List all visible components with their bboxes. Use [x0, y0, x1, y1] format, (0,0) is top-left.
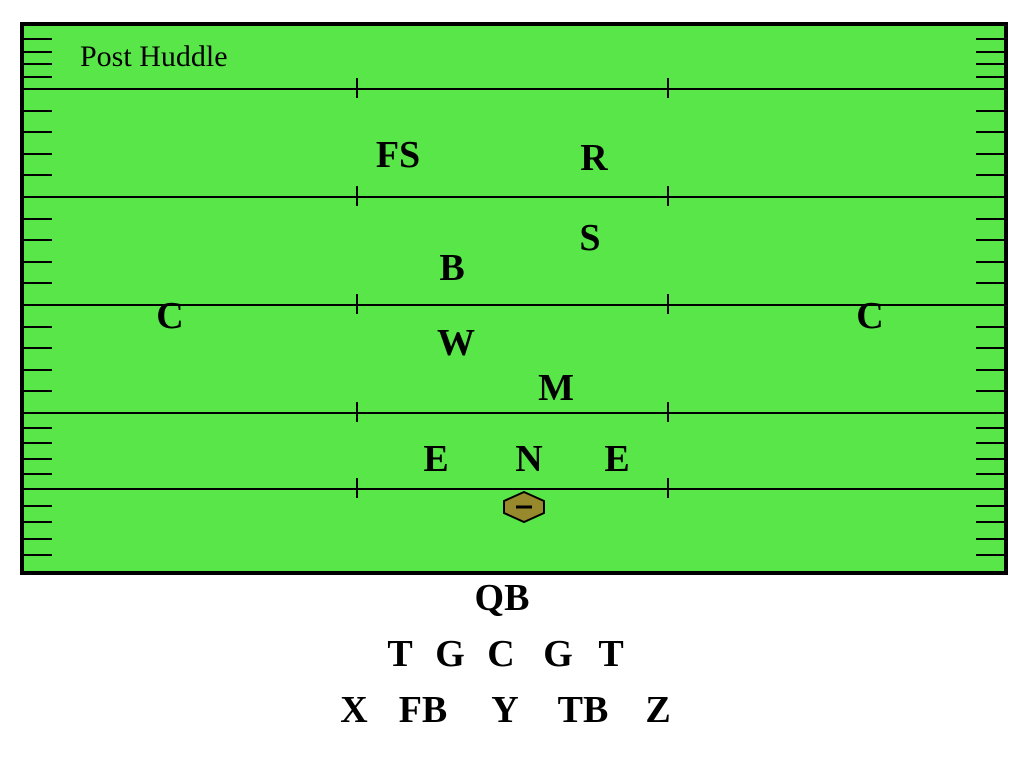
player-defense-c: C: [156, 297, 183, 335]
sideline-tick-right: [976, 521, 1004, 523]
player-defense-c: C: [856, 297, 883, 335]
diagram-title: Post Huddle: [80, 40, 228, 74]
player-defense-b: B: [439, 249, 464, 287]
sideline-tick-left: [24, 76, 52, 78]
sideline-tick-left: [24, 239, 52, 241]
sideline-tick-right: [976, 326, 1004, 328]
sideline-tick-left: [24, 427, 52, 429]
sideline-tick-right: [976, 218, 1004, 220]
player-offense-tb: TB: [558, 691, 609, 729]
sideline-tick-left: [24, 538, 52, 540]
sideline-tick-left: [24, 218, 52, 220]
sideline-tick-left: [24, 521, 52, 523]
sideline-tick-left: [24, 110, 52, 112]
sideline-tick-left: [24, 261, 52, 263]
sideline-tick-right: [976, 369, 1004, 371]
sideline-tick-right: [976, 131, 1004, 133]
player-offense-qb: QB: [475, 579, 530, 617]
player-offense-fb: FB: [399, 691, 448, 729]
yardline-0: [24, 88, 1004, 90]
sideline-tick-left: [24, 473, 52, 475]
sideline-tick-right: [976, 110, 1004, 112]
sideline-tick-left: [24, 554, 52, 556]
sideline-tick-left: [24, 38, 52, 40]
sideline-tick-left: [24, 326, 52, 328]
player-defense-n: N: [515, 440, 542, 478]
sideline-tick-left: [24, 369, 52, 371]
player-defense-r: R: [580, 139, 607, 177]
sideline-tick-left: [24, 347, 52, 349]
sideline-tick-left: [24, 174, 52, 176]
hash-mark-1-1: [667, 186, 669, 206]
yardline-3: [24, 412, 1004, 414]
hash-mark-0-0: [356, 78, 358, 98]
hash-mark-1-0: [356, 186, 358, 206]
player-defense-m: M: [538, 369, 574, 407]
sideline-tick-right: [976, 174, 1004, 176]
sideline-tick-left: [24, 282, 52, 284]
sideline-tick-right: [976, 458, 1004, 460]
player-offense-z: Z: [645, 691, 670, 729]
sideline-tick-right: [976, 554, 1004, 556]
sideline-tick-right: [976, 505, 1004, 507]
sideline-tick-left: [24, 505, 52, 507]
player-offense-x: X: [340, 691, 367, 729]
player-defense-fs: FS: [376, 136, 420, 174]
player-offense-y: Y: [491, 691, 518, 729]
hash-mark-0-1: [667, 78, 669, 98]
yardline-1: [24, 196, 1004, 198]
hash-mark-4-1: [667, 478, 669, 498]
sideline-tick-left: [24, 458, 52, 460]
sideline-tick-right: [976, 538, 1004, 540]
sideline-tick-right: [976, 427, 1004, 429]
sideline-tick-left: [24, 63, 52, 65]
sideline-tick-right: [976, 51, 1004, 53]
player-offense-g: G: [435, 635, 465, 673]
hash-mark-2-1: [667, 294, 669, 314]
ball-marker: [499, 487, 549, 527]
hash-mark-4-0: [356, 478, 358, 498]
sideline-tick-right: [976, 261, 1004, 263]
sideline-tick-right: [976, 473, 1004, 475]
hash-mark-3-1: [667, 402, 669, 422]
sideline-tick-left: [24, 131, 52, 133]
player-offense-c: C: [487, 635, 514, 673]
sideline-tick-right: [976, 390, 1004, 392]
player-defense-s: S: [579, 219, 600, 257]
sideline-tick-right: [976, 63, 1004, 65]
sideline-tick-right: [976, 38, 1004, 40]
player-offense-g: G: [543, 635, 573, 673]
sideline-tick-right: [976, 347, 1004, 349]
sideline-tick-left: [24, 390, 52, 392]
hash-mark-2-0: [356, 294, 358, 314]
sideline-tick-left: [24, 153, 52, 155]
player-defense-w: W: [437, 324, 475, 362]
sideline-tick-left: [24, 442, 52, 444]
sideline-tick-right: [976, 282, 1004, 284]
sideline-tick-left: [24, 51, 52, 53]
player-offense-t: T: [598, 635, 623, 673]
hash-mark-3-0: [356, 402, 358, 422]
player-defense-e: E: [423, 440, 448, 478]
sideline-tick-right: [976, 76, 1004, 78]
player-offense-t: T: [387, 635, 412, 673]
player-defense-e: E: [604, 440, 629, 478]
sideline-tick-right: [976, 239, 1004, 241]
sideline-tick-right: [976, 153, 1004, 155]
sideline-tick-right: [976, 442, 1004, 444]
